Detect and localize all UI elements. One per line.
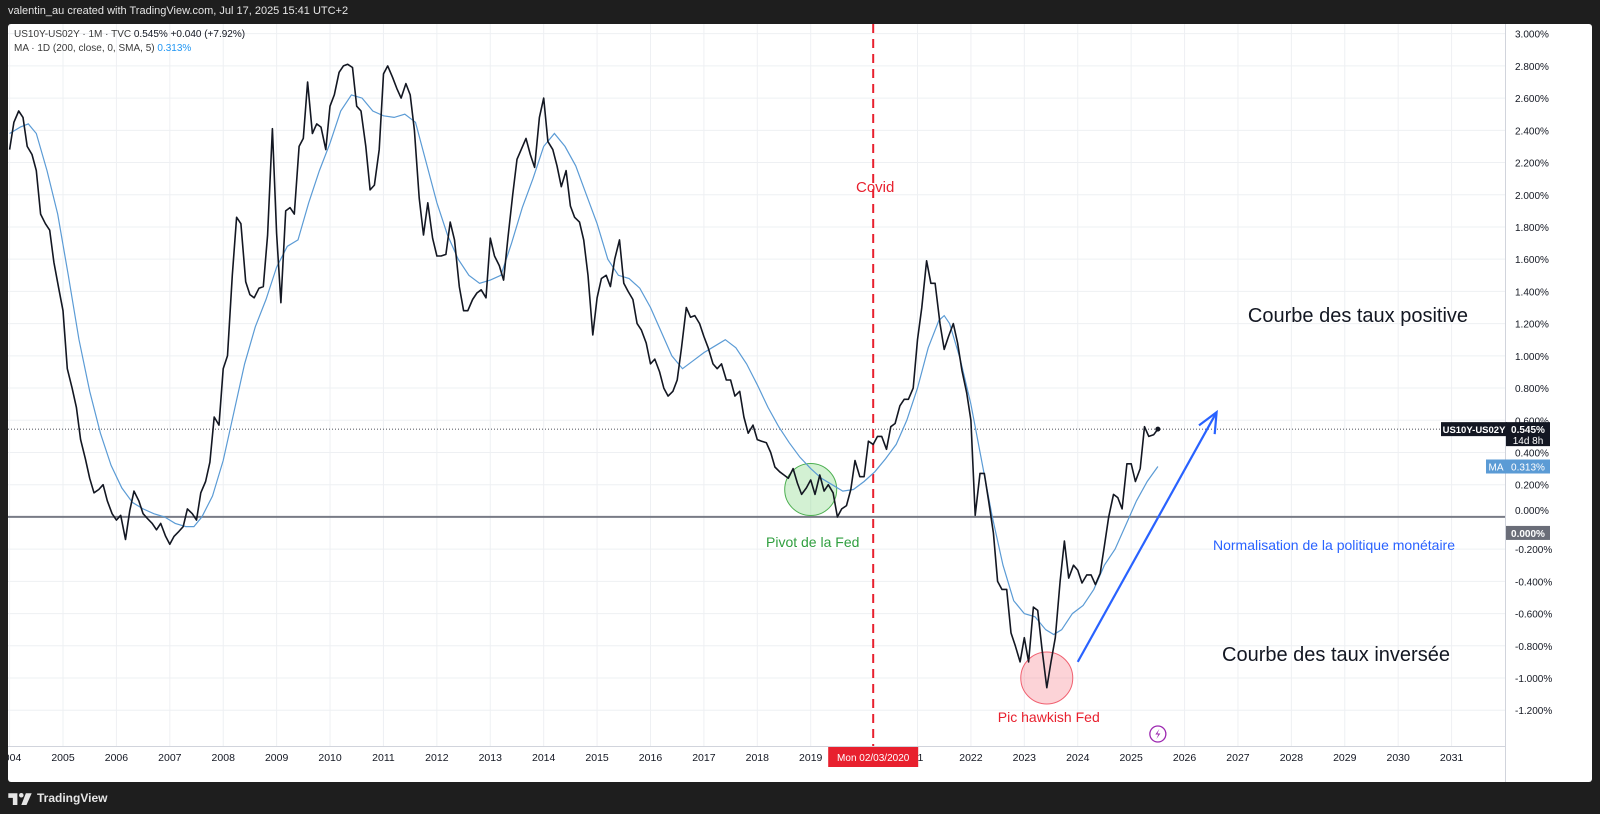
tradingview-brand[interactable]: TradingView	[8, 791, 107, 805]
symbol-change: +0.040 (+7.92%)	[170, 29, 246, 40]
last-price-dot	[1155, 426, 1161, 432]
tradingview-logo-icon	[8, 792, 32, 805]
price-axis-tick-label: 0.000%	[1515, 506, 1549, 517]
price-axis-tick-label: 1.800%	[1515, 223, 1549, 234]
inverted-curve-label: Courbe des taux inversée	[1222, 644, 1450, 666]
price-axis-tick-label: 0.400%	[1515, 448, 1549, 459]
ma-legend[interactable]: MA · 1D (200, close, 0, SMA, 5) 0.313%	[14, 43, 191, 54]
price-axis-tick-label: 3.000%	[1515, 30, 1549, 41]
ma-tag-value: 0.313%	[1511, 463, 1545, 474]
price-axis-tick-label: 2.600%	[1515, 94, 1549, 105]
price-axis-tick-label: 2.400%	[1515, 126, 1549, 137]
time-axis-tick-label: 2029	[1333, 752, 1357, 764]
symbol-tag-label: US10Y-US02Y	[1443, 425, 1507, 436]
symbol-tag-bg	[1441, 422, 1507, 437]
covid-label: Covid	[856, 179, 894, 196]
tradingview-name: TradingView	[37, 791, 108, 805]
price-axis-tick-label: -1.000%	[1515, 674, 1552, 685]
time-axis-tick-label: 2014	[532, 752, 556, 764]
normalisation-arrow	[1076, 411, 1218, 663]
time-axis-tick-label: 2015	[585, 752, 609, 764]
footer-bar: TradingView	[0, 782, 1600, 814]
price-tag-value: 0.545%	[1511, 425, 1545, 436]
attribution-text: valentin_au created with TradingView.com…	[8, 5, 349, 17]
price-axis-tick-label: 1.400%	[1515, 287, 1549, 298]
time-axis-tick-label: 2009	[265, 752, 289, 764]
price-axis-tick-label: 2.200%	[1515, 159, 1549, 170]
price-tag-bg	[1506, 422, 1550, 447]
time-axis-tick-label: 2012	[425, 752, 449, 764]
pivot-label: Pivot de la Fed	[766, 534, 859, 550]
pivot-circle	[784, 463, 838, 517]
ma-tag-label-bg	[1486, 459, 1506, 474]
time-axis-tick-label: 2010	[318, 752, 342, 764]
price-axis-tick-label: -0.400%	[1515, 577, 1552, 588]
chart-canvas[interactable]: Covid Courbe des taux positive Courbe des …	[8, 24, 1592, 782]
ma-series-line	[9, 94, 1159, 636]
price-axis-tick-label: 1.600%	[1515, 255, 1549, 266]
ma-tag-bg	[1506, 459, 1550, 474]
symbol-legend[interactable]: US10Y-US02Y · 1M · TVC 0.545% +0.040 (+7…	[14, 29, 245, 40]
time-axis-tick-label: 2025	[1119, 752, 1143, 764]
price-axis-tick-label: 0.600%	[1515, 416, 1549, 427]
time-axis-tick-label: 2018	[746, 752, 770, 764]
covid-date-tag-bg	[828, 747, 919, 767]
time-axis-tick-label: 2011	[372, 752, 395, 764]
price-axis-tick-label: 2.000%	[1515, 191, 1549, 202]
ma-value: 0.313%	[157, 43, 192, 54]
normalisation-label: Normalisation de la politique monétaire	[1213, 537, 1455, 553]
price-axis-tick-label: 1.000%	[1515, 352, 1549, 363]
price-tag-countdown: 14d 8h	[1513, 436, 1544, 447]
time-axis-tick-label: 2030	[1387, 752, 1411, 764]
positive-curve-label: Courbe des taux positive	[1248, 305, 1468, 327]
normalisation-arrow-head	[1198, 409, 1218, 435]
event-lightning-icon	[1149, 725, 1167, 743]
time-axis-tick-label: 2007	[158, 752, 182, 764]
time-axis-tick-label: 2006	[105, 752, 129, 764]
symbol-label: US10Y-US02Y · 1M · TVC	[14, 29, 132, 40]
price-axis-tick-label: -0.800%	[1515, 642, 1552, 653]
time-axis-tick-label: 2016	[639, 752, 663, 764]
ma-label: MA · 1D (200, close, 0, SMA, 5)	[14, 43, 155, 54]
time-axis-tick-label: 2013	[479, 752, 503, 764]
time-axis-tick-label: 2028	[1280, 752, 1304, 764]
symbol-price: 0.545%	[133, 29, 168, 40]
ma-tag-label: MA	[1489, 463, 1504, 474]
price-axis-tick-label: 2.800%	[1515, 62, 1549, 73]
time-axis-tick-label: 2019	[799, 752, 823, 764]
price-axis-tick-label: -1.200%	[1515, 706, 1552, 717]
covid-date-tag-text: Mon 02/03/2020	[837, 753, 910, 764]
price-axis-tick-label: -0.200%	[1515, 545, 1552, 556]
hawkish-label: Pic hawkish Fed	[998, 709, 1100, 725]
price-axis-tick-label: 1.200%	[1515, 320, 1549, 331]
time-axis-tick-label: 2026	[1173, 752, 1197, 764]
time-axis-tick-label: 2004	[8, 752, 21, 764]
event-lightning-bolt	[1155, 729, 1161, 739]
time-axis-tick-label: 2024	[1066, 752, 1090, 764]
time-axis-tick-label: 2027	[1226, 752, 1250, 764]
price-axis-tick-label: 0.200%	[1515, 481, 1549, 492]
price-axis-tick-label: -0.600%	[1515, 610, 1552, 621]
time-axis-tick-label: 2008	[212, 752, 236, 764]
time-axis-tick-label: 2017	[692, 752, 716, 764]
time-axis-tick-label: 2022	[959, 752, 983, 764]
zero-tag-bg	[1506, 525, 1550, 540]
hawkish-circle	[1020, 651, 1074, 705]
time-axis-tick-label: 2023	[1013, 752, 1037, 764]
chart-panel[interactable]: Covid Courbe des taux positive Courbe des …	[8, 24, 1592, 782]
price-axis-tick-label: 0.800%	[1515, 384, 1549, 395]
time-axis-tick-label: 2031	[1440, 752, 1464, 764]
price-series-line	[8, 63, 1159, 689]
zero-tag-value: 0.000%	[1511, 529, 1545, 540]
time-axis-tick-label: 2005	[51, 752, 75, 764]
top-bar: valentin_au created with TradingView.com…	[0, 0, 1600, 24]
